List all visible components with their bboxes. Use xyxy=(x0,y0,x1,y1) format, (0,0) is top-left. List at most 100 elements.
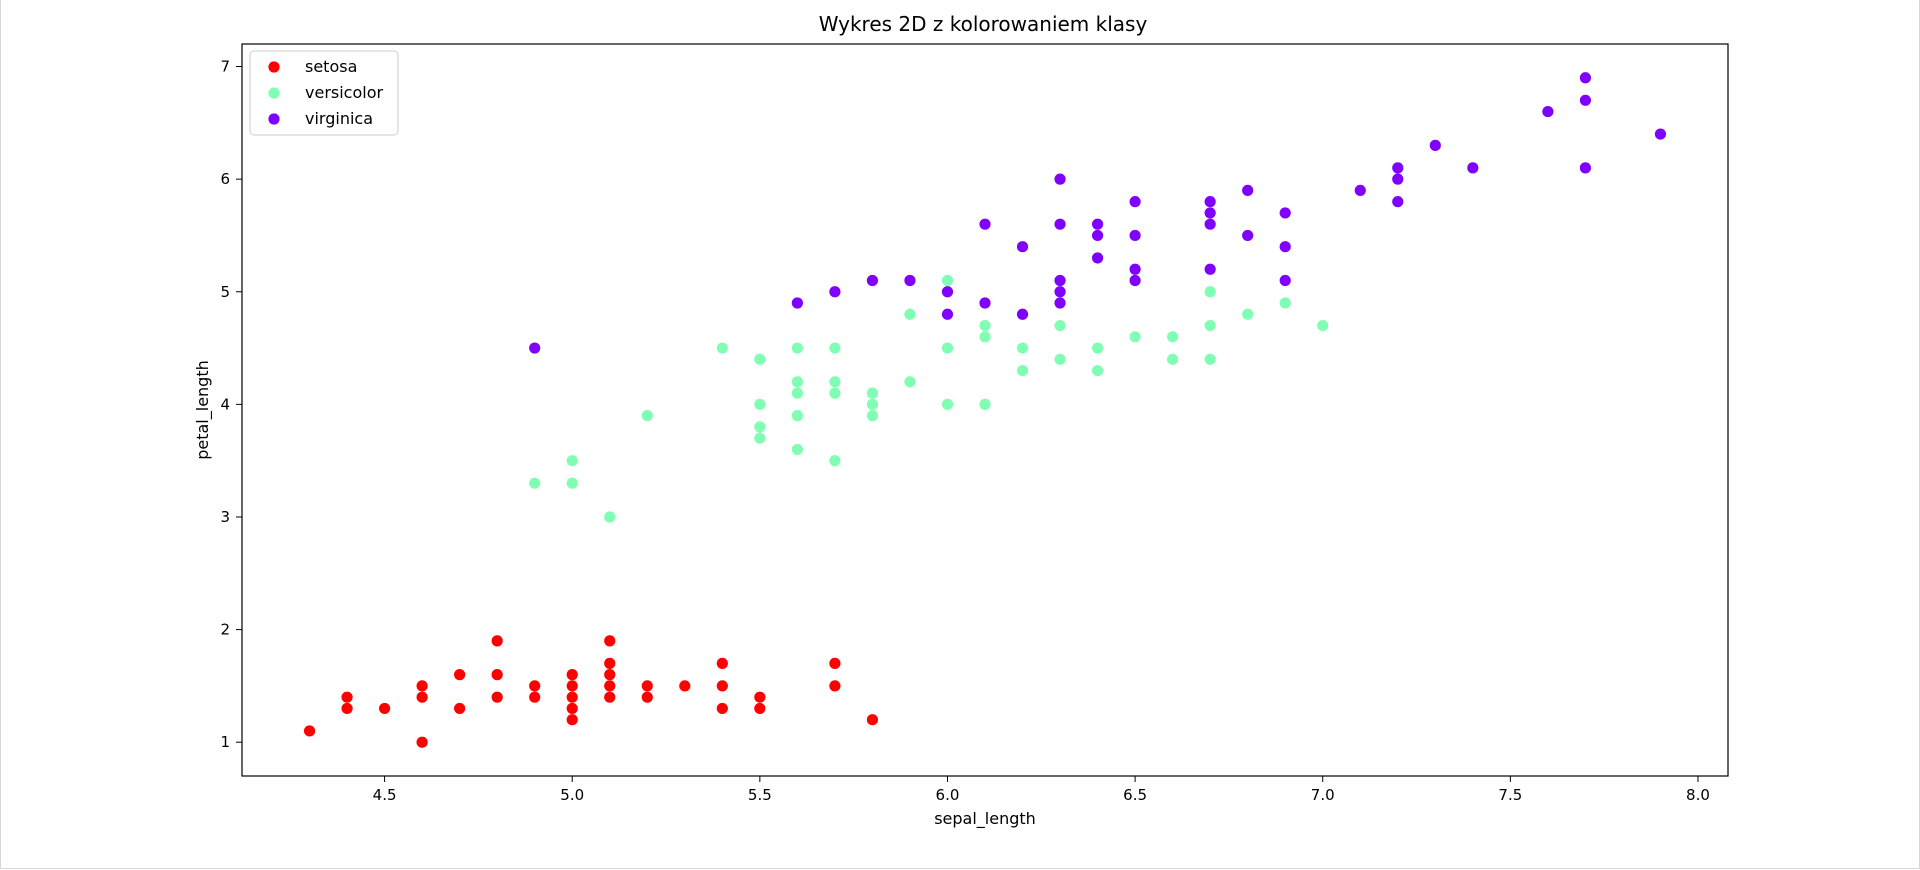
x-tick-label: 4.5 xyxy=(373,786,397,804)
data-point-setosa xyxy=(716,657,728,669)
data-point-versicolor xyxy=(791,387,803,399)
data-point-virginica xyxy=(1392,196,1404,208)
data-point-versicolor xyxy=(566,477,578,489)
data-point-virginica xyxy=(1279,241,1291,253)
data-point-setosa xyxy=(491,669,503,681)
data-point-versicolor xyxy=(529,477,541,489)
data-point-virginica xyxy=(941,308,954,320)
data-point-setosa xyxy=(604,657,616,669)
data-point-setosa xyxy=(416,736,428,748)
data-point-versicolor xyxy=(941,274,954,287)
data-point-setosa xyxy=(604,680,616,692)
data-point-versicolor xyxy=(1129,331,1141,343)
data-point-versicolor xyxy=(1054,353,1066,365)
legend-label-versicolor: versicolor xyxy=(305,83,383,102)
data-point-virginica xyxy=(1204,207,1216,219)
data-point-versicolor xyxy=(1317,319,1329,332)
data-point-versicolor xyxy=(791,443,803,456)
data-point-versicolor xyxy=(979,319,991,332)
data-point-setosa xyxy=(604,669,616,681)
data-point-setosa xyxy=(829,657,841,669)
legend: setosa versicolor virginica xyxy=(249,50,399,136)
data-point-virginica xyxy=(1579,94,1592,106)
data-point-virginica xyxy=(1242,229,1254,242)
data-point-virginica xyxy=(1392,173,1404,185)
data-point-setosa xyxy=(679,680,691,692)
plot-area xyxy=(303,72,1667,748)
axes-frame xyxy=(241,43,1729,777)
data-point-versicolor xyxy=(979,398,991,410)
data-point-virginica xyxy=(866,274,879,287)
data-point-setosa xyxy=(529,691,541,703)
data-point-setosa xyxy=(529,680,541,692)
y-axis: 1 2 3 4 5 6 7 xyxy=(220,58,242,751)
data-point-setosa xyxy=(566,680,578,692)
legend-label-virginica: virginica xyxy=(305,109,373,128)
data-point-setosa xyxy=(416,680,428,692)
series-setosa xyxy=(303,635,879,748)
data-point-setosa xyxy=(866,714,879,726)
data-point-virginica xyxy=(1204,263,1216,275)
y-tick-label: 5 xyxy=(220,283,230,301)
data-point-virginica xyxy=(1054,173,1066,185)
x-tick-label: 6.5 xyxy=(1123,786,1147,804)
data-point-setosa xyxy=(341,702,353,715)
legend-marker-setosa xyxy=(268,61,280,73)
data-point-virginica xyxy=(1204,218,1216,230)
data-point-versicolor xyxy=(754,421,766,433)
data-point-versicolor xyxy=(791,410,803,422)
data-point-versicolor xyxy=(1016,364,1029,377)
data-point-virginica xyxy=(1054,297,1066,309)
data-point-versicolor xyxy=(866,398,879,410)
data-point-versicolor xyxy=(1204,319,1216,332)
data-point-versicolor xyxy=(829,455,841,467)
data-point-virginica xyxy=(1579,162,1592,174)
data-point-versicolor xyxy=(604,511,616,523)
data-point-setosa xyxy=(566,669,578,681)
data-point-setosa xyxy=(641,691,653,703)
data-point-virginica xyxy=(1091,229,1104,242)
data-point-virginica xyxy=(529,342,541,354)
data-point-versicolor xyxy=(791,342,803,354)
data-point-versicolor xyxy=(1091,364,1104,377)
data-point-versicolor xyxy=(829,376,841,388)
series-versicolor xyxy=(529,274,1329,523)
data-point-virginica xyxy=(1579,72,1592,84)
data-point-setosa xyxy=(454,669,466,681)
data-point-virginica xyxy=(1091,218,1104,230)
data-point-setosa xyxy=(829,680,841,692)
data-point-setosa xyxy=(303,725,316,737)
legend-label-setosa: setosa xyxy=(305,57,357,76)
data-point-setosa xyxy=(716,702,728,715)
data-point-virginica xyxy=(904,274,916,287)
data-point-versicolor xyxy=(1167,353,1179,365)
data-point-setosa xyxy=(378,702,391,715)
legend-marker-versicolor xyxy=(268,87,280,99)
data-point-versicolor xyxy=(941,342,954,354)
data-point-versicolor xyxy=(1204,353,1216,365)
legend-marker-virginica xyxy=(268,113,280,125)
data-point-versicolor xyxy=(1242,308,1254,320)
y-tick-label: 2 xyxy=(220,621,230,639)
data-point-versicolor xyxy=(979,331,991,343)
data-point-virginica xyxy=(1129,229,1141,242)
x-tick-label: 7.0 xyxy=(1311,786,1335,804)
y-axis-label: petal_length xyxy=(193,360,213,460)
data-point-virginica xyxy=(829,286,841,298)
data-point-versicolor xyxy=(829,387,841,399)
data-point-versicolor xyxy=(1091,342,1104,354)
data-point-setosa xyxy=(491,635,503,647)
data-point-versicolor xyxy=(866,387,879,399)
data-point-virginica xyxy=(1054,286,1066,298)
data-point-virginica xyxy=(1279,207,1291,219)
data-point-virginica xyxy=(1091,252,1104,264)
data-point-versicolor xyxy=(754,432,766,444)
x-tick-label: 5.5 xyxy=(748,786,772,804)
data-point-virginica xyxy=(1279,274,1291,287)
x-axis: 4.5 5.0 5.5 6.0 6.5 7.0 7.5 8.0 xyxy=(373,776,1710,804)
data-point-versicolor xyxy=(791,376,803,388)
data-point-setosa xyxy=(754,702,766,715)
series-virginica xyxy=(529,72,1667,354)
